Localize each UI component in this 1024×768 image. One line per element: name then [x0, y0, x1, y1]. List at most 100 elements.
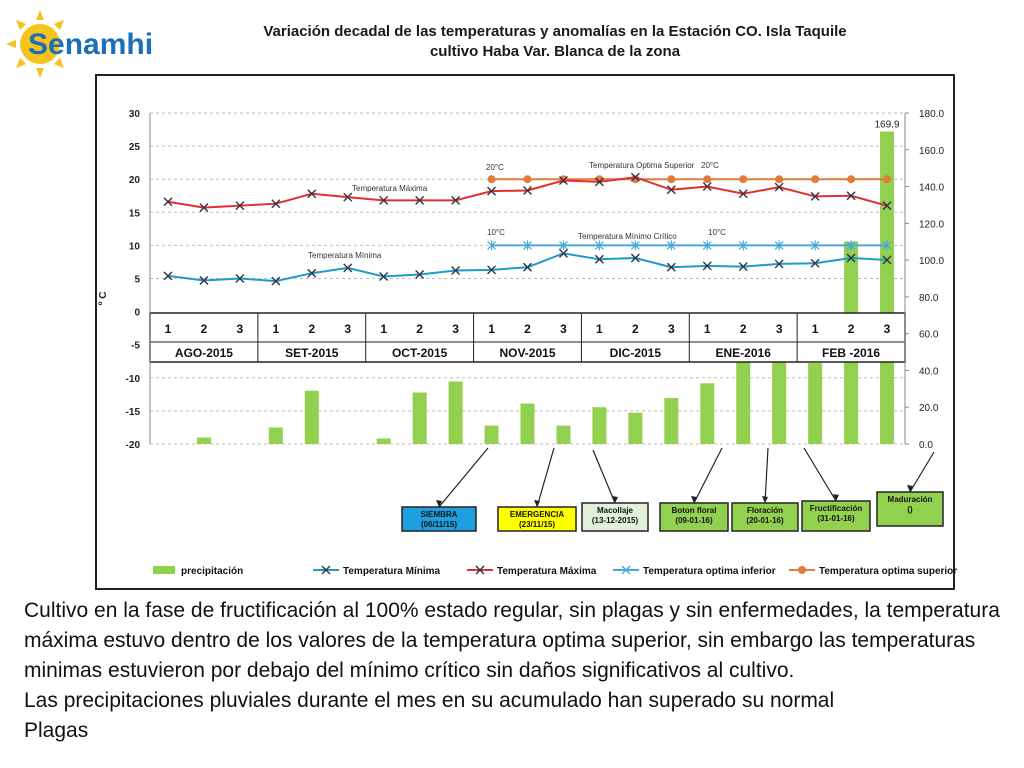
annotation-10c-a: 10°C [487, 228, 505, 237]
stage-box: EMERGENCIA(23/11/15) [497, 447, 577, 532]
series-point-stroke [199, 203, 209, 213]
title-line-1: Variación decadal de las temperaturas y … [263, 23, 847, 40]
series-point [307, 189, 317, 199]
series-point [702, 181, 712, 191]
series-point [738, 240, 748, 251]
series-point [343, 192, 353, 202]
series-point-stroke [666, 185, 676, 195]
dekad-label: 2 [308, 322, 315, 336]
legend-item: Temperatura optima superior [789, 566, 957, 577]
precipitation-bar [412, 392, 427, 444]
series-point [810, 191, 820, 201]
chart-title: Variación decadal de las temperaturas y … [190, 22, 920, 62]
stage-arrow [764, 447, 769, 504]
series-point-stroke [163, 271, 173, 281]
series-point [666, 185, 676, 195]
title-line-2: cultivo Haba Var. Blanca de la zona [429, 43, 681, 60]
precipitation-bar [484, 425, 499, 444]
y-left-tick-label: -10 [126, 374, 141, 385]
legend-label: precipitación [181, 566, 243, 577]
series-point [846, 191, 856, 201]
stage-date: (09-01-16) [675, 516, 713, 525]
series-point-stroke [774, 182, 784, 192]
series-point [883, 175, 892, 184]
sun-icon [6, 10, 64, 78]
stage-box: Floración(20-01-16) [731, 447, 799, 532]
series-point-stroke [882, 255, 892, 265]
series-point [703, 175, 712, 184]
y-right-tick-label: 0.0 [919, 440, 933, 451]
series-point [523, 240, 532, 251]
stage-arrow [909, 451, 935, 493]
dekad-label: 2 [416, 322, 423, 336]
annotation-tmax: Temperatura Máxima [352, 184, 428, 193]
dekad-label: 3 [884, 322, 891, 336]
annotation-tmin: Temperatura Mínima [308, 251, 382, 260]
stage-name: Macollaje [597, 506, 634, 515]
series-point [775, 175, 784, 184]
series-point [199, 203, 209, 213]
stage-box: SIEMBRA(06/11/15) [401, 447, 489, 532]
series-point [271, 199, 281, 209]
series-point [451, 266, 461, 276]
series-point-stroke [738, 189, 748, 199]
precipitation-bar [592, 407, 607, 444]
description-paragraph-2: Las precipitaciones pluviales durante el… [24, 689, 835, 712]
series-point [379, 195, 389, 205]
y-left-tick-label: -20 [126, 440, 141, 451]
description-paragraph-1: Cultivo en la fase de fructificación al … [24, 599, 1000, 682]
series-point-stroke [487, 186, 497, 196]
series-point-stroke [738, 262, 748, 272]
series-point-stroke [630, 172, 640, 182]
series-point-stroke [523, 185, 532, 195]
series-point [810, 258, 820, 268]
series-point-stroke [594, 254, 604, 264]
dekad-label: 3 [560, 322, 567, 336]
precipitation-bar [376, 438, 391, 444]
stage-arrow-head [833, 494, 839, 501]
dekad-label: 3 [344, 322, 351, 336]
y-right-tick-label: 180.0 [919, 109, 944, 120]
dekad-label: 2 [740, 322, 747, 336]
stage-date: (13-12-2015) [592, 516, 639, 525]
y-right-tick-label: 40.0 [919, 366, 939, 377]
series-point [523, 185, 532, 195]
dekad-label: 1 [704, 322, 711, 336]
series-point-stroke [558, 248, 568, 258]
dekad-label: 3 [668, 322, 675, 336]
series-point [523, 262, 532, 272]
stage-box: Fructificación(31-01-16) [801, 447, 871, 532]
stage-arrow-head [436, 500, 442, 507]
series-point-stroke [810, 258, 820, 268]
series-point [343, 263, 353, 273]
y-right-tick-label: 80.0 [919, 293, 939, 304]
series-point [487, 265, 497, 275]
series-point-stroke [523, 262, 532, 272]
series-point-stroke [810, 191, 820, 201]
series-point [774, 240, 784, 251]
stage-arrow-head [691, 496, 697, 503]
series-point-stroke [702, 261, 712, 271]
series-point-stroke [379, 272, 389, 282]
legend-marker [621, 565, 631, 575]
annotation-10c-b: 10°C [708, 228, 726, 237]
legend-marker [475, 565, 485, 575]
stage-box-rect [581, 502, 649, 532]
month-label: SET-2015 [285, 346, 339, 360]
precipitation-bar [628, 412, 643, 444]
month-label: NOV-2015 [499, 346, 555, 360]
series-point [163, 197, 173, 207]
series-point [882, 240, 892, 251]
stage-box-rect [731, 502, 799, 532]
dekad-label: 2 [201, 322, 208, 336]
stage-arrow [592, 449, 616, 504]
precipitation-bar [808, 363, 823, 444]
legend-label: Temperatura optima superior [819, 566, 957, 577]
y-left-axis-label: º C [98, 292, 109, 306]
precipitation-bar [304, 390, 319, 444]
precipitation-bar [448, 381, 463, 444]
y-right-tick-label: 160.0 [919, 146, 944, 157]
stage-arrow [693, 447, 723, 504]
y-left-tick-label: 0 [134, 308, 140, 319]
annotation-opt-inf: Temperatura Mínimo Crítico [578, 232, 677, 241]
